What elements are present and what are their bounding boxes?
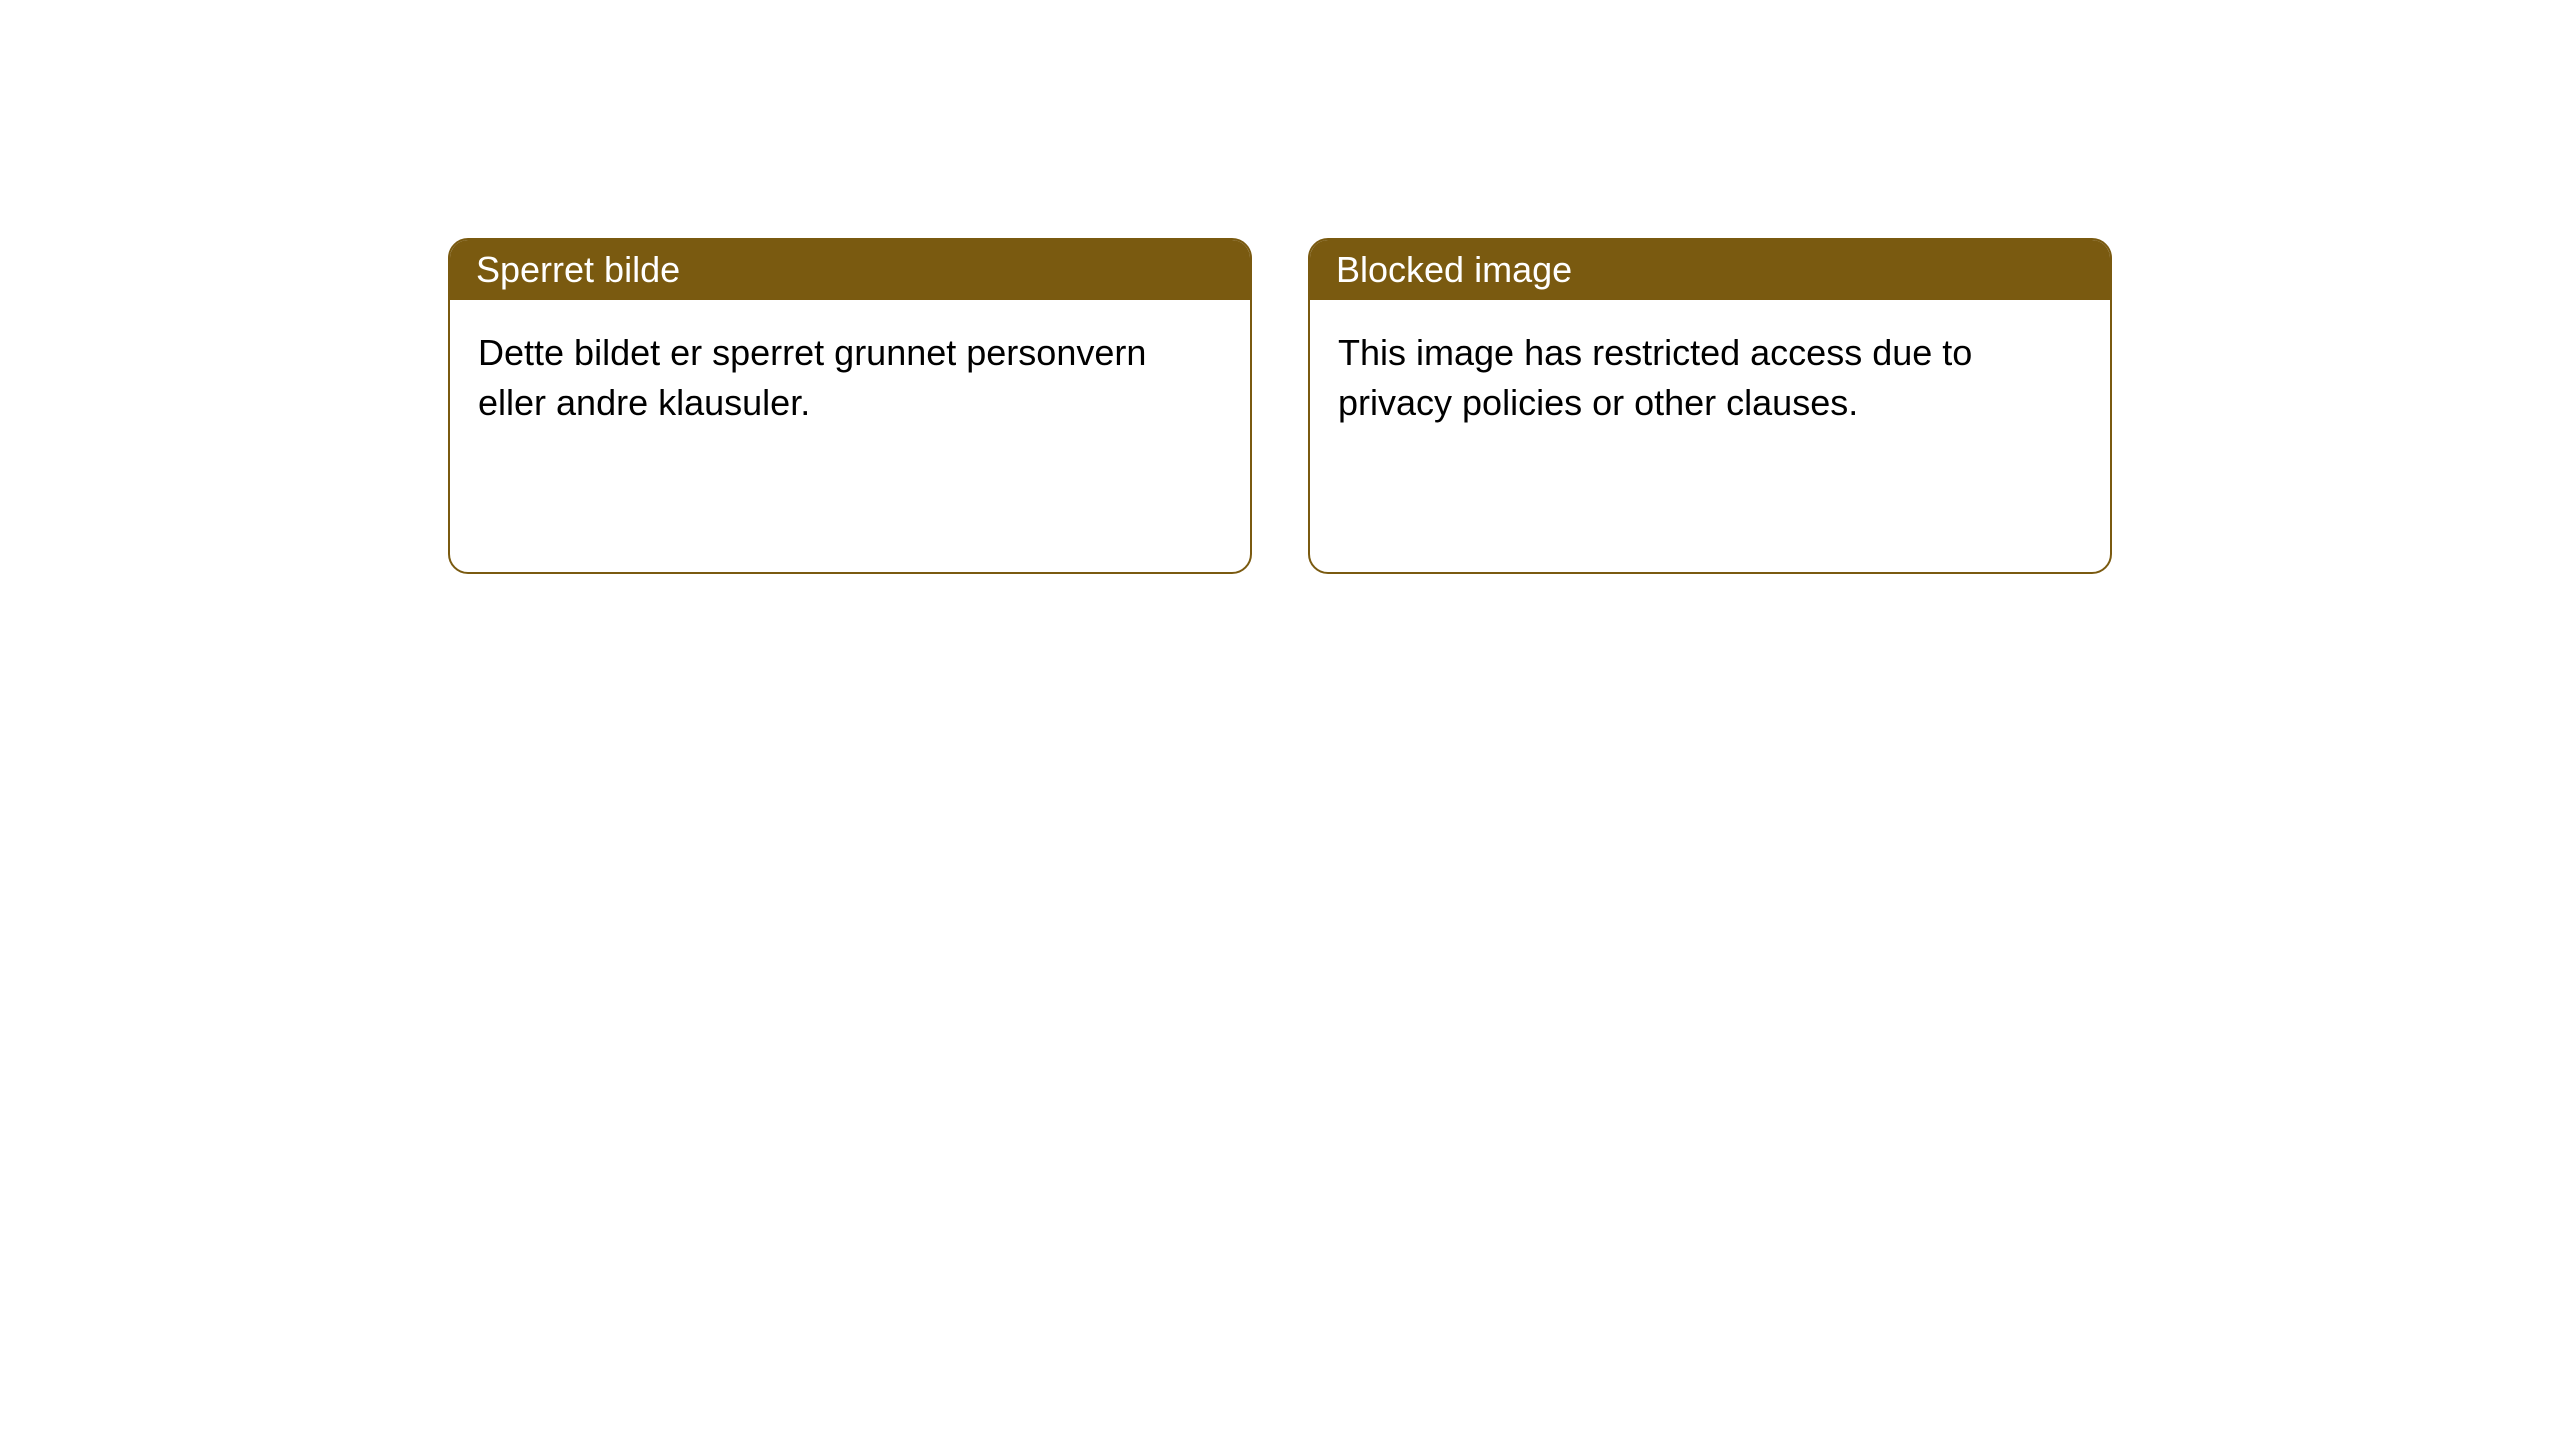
notice-container: Sperret bilde Dette bildet er sperret gr…	[448, 238, 2112, 574]
notice-header: Sperret bilde	[450, 240, 1250, 300]
notice-title: Sperret bilde	[476, 249, 680, 291]
notice-body: Dette bildet er sperret grunnet personve…	[450, 300, 1250, 572]
notice-body-text: This image has restricted access due to …	[1338, 332, 1972, 423]
notice-header: Blocked image	[1310, 240, 2110, 300]
notice-body: This image has restricted access due to …	[1310, 300, 2110, 572]
notice-title: Blocked image	[1336, 249, 1572, 291]
notice-card-english: Blocked image This image has restricted …	[1308, 238, 2112, 574]
notice-body-text: Dette bildet er sperret grunnet personve…	[478, 332, 1146, 423]
notice-card-norwegian: Sperret bilde Dette bildet er sperret gr…	[448, 238, 1252, 574]
